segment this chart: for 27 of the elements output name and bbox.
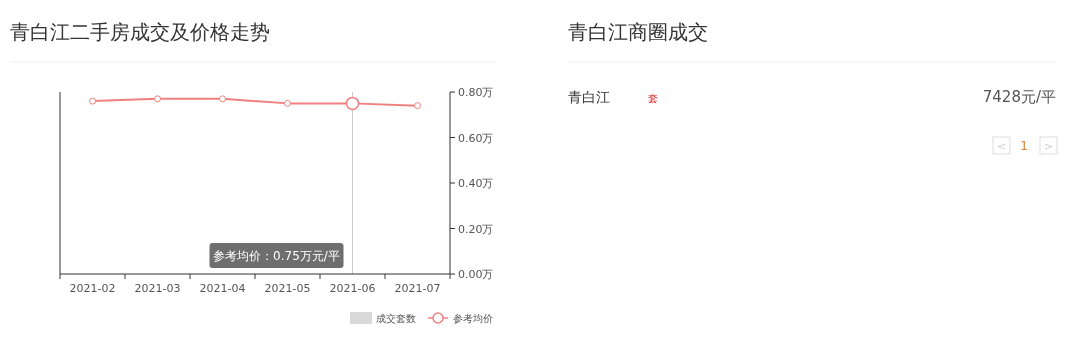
x-tick-label: 2021-02 — [69, 282, 116, 295]
legend-label: 成交套数 — [376, 313, 416, 324]
text: 7428元/平 — [982, 88, 1056, 106]
point — [284, 99, 291, 107]
annotation: 参考均价：0.75万元/平 — [213, 249, 340, 263]
x-tick-label: 2021-03 — [134, 282, 181, 295]
y-tick-label: 0.40万 — [458, 177, 494, 190]
text: > — [1043, 140, 1054, 153]
y-tick-label: 0.80万 — [458, 86, 494, 99]
x-tick-label: 2021-05 — [264, 282, 311, 295]
text: 青白江商圈成交 — [568, 20, 708, 44]
point — [154, 95, 161, 103]
text: 1 — [1020, 139, 1028, 153]
x-tick-label: 2021-04 — [199, 282, 246, 295]
point — [414, 102, 421, 110]
y-tick-label: 0.00万 — [458, 268, 494, 281]
x-tick-label: 2021-07 — [394, 282, 441, 295]
text: 套 — [648, 93, 658, 104]
point — [219, 95, 226, 103]
chart-title: 青白江二手房成交及价格走势 — [10, 20, 270, 44]
x-tick-label: 2021-06 — [329, 282, 376, 295]
text: < — [996, 140, 1007, 153]
y-tick-label: 0.60万 — [458, 131, 494, 145]
point — [89, 97, 96, 105]
text: 青白江 — [568, 89, 610, 105]
legend-label: 参考均价 — [453, 313, 493, 324]
y-tick-label: 0.20万 — [458, 222, 494, 236]
